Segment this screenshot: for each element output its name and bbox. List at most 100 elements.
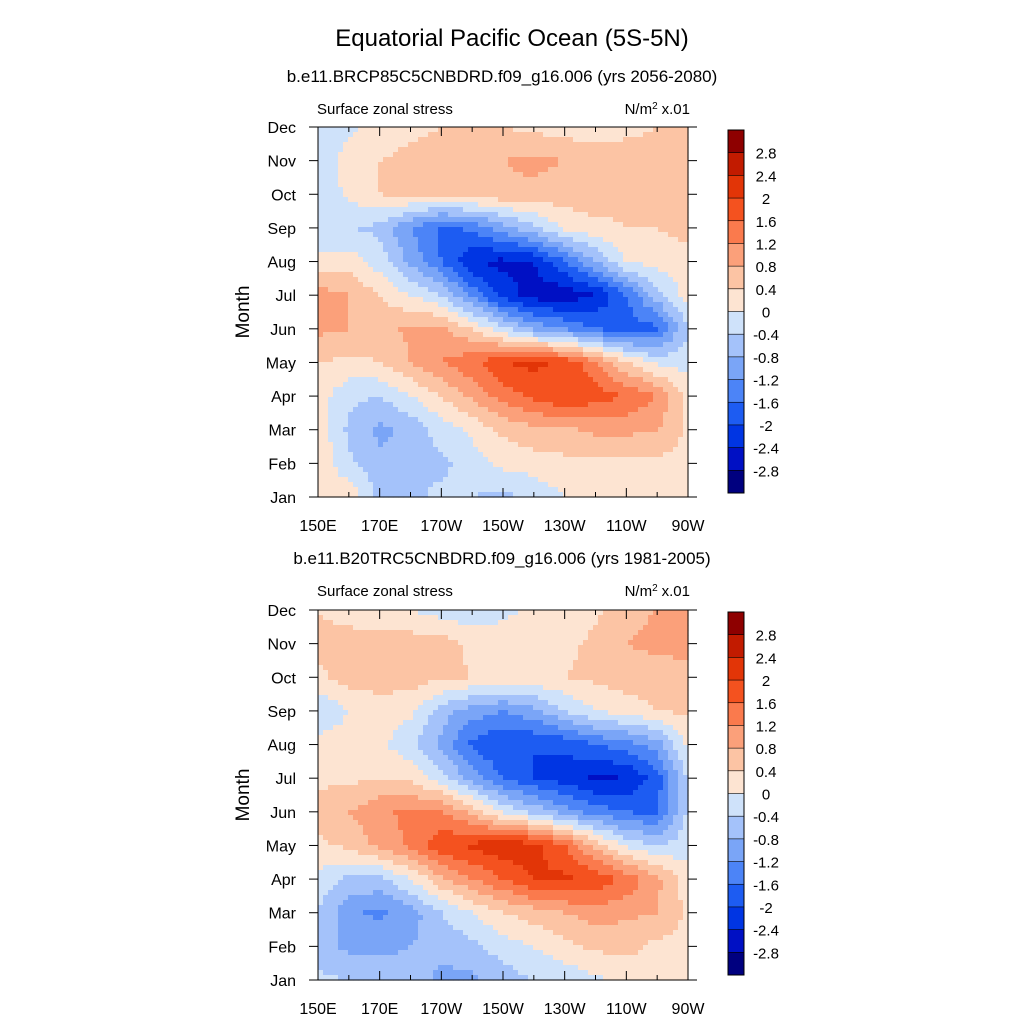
contour-cell [598, 247, 604, 253]
contour-cell [508, 442, 514, 448]
contour-cell [573, 252, 579, 258]
contour-cell [653, 272, 659, 278]
contour-cell [518, 432, 524, 438]
contour-cell [368, 392, 374, 398]
contour-cell [503, 327, 509, 333]
contour-cell [338, 197, 344, 203]
contour-cell [643, 142, 649, 148]
contour-cell [598, 402, 604, 408]
contour-cell [403, 222, 409, 228]
contour-cell [423, 392, 429, 398]
contour-cell [603, 402, 609, 408]
contour-cell [348, 237, 354, 243]
contour-cell [378, 372, 384, 378]
contour-cell [378, 232, 384, 238]
contour-cell [568, 222, 574, 228]
contour-cell [683, 377, 689, 383]
contour-cell [403, 307, 409, 313]
contour-cell [573, 287, 579, 293]
contour-cell [433, 437, 439, 443]
contour-cell [358, 167, 364, 173]
contour-cell [503, 207, 509, 213]
contour-cell [613, 197, 619, 203]
contour-cell [363, 277, 369, 283]
contour-cell [458, 177, 464, 183]
contour-cell [623, 147, 629, 153]
contour-cell [513, 382, 519, 388]
contour-cell [348, 242, 354, 248]
contour-cell [658, 287, 664, 293]
contour-cell [508, 177, 514, 183]
contour-cell [368, 227, 374, 233]
contour-cell [383, 162, 389, 168]
contour-cell [378, 442, 384, 448]
contour-cell [483, 247, 489, 253]
contour-cell [328, 322, 334, 328]
contour-cell [608, 142, 614, 148]
contour-cell [683, 192, 689, 198]
contour-cell [673, 177, 679, 183]
contour-cell [608, 432, 614, 438]
contour-cell [498, 392, 504, 398]
contour-cell [478, 322, 484, 328]
contour-cell [483, 377, 489, 383]
contour-cell [468, 232, 474, 238]
contour-cell [368, 282, 374, 288]
contour-cell [383, 157, 389, 163]
contour-cell [428, 242, 434, 248]
contour-cell [653, 442, 659, 448]
contour-cell [468, 297, 474, 303]
contour-cell [658, 212, 664, 218]
contour-cell [388, 147, 394, 153]
contour-cell [448, 397, 454, 403]
contour-cell [473, 452, 479, 458]
contour-cell [538, 257, 544, 263]
contour-cell [488, 132, 494, 138]
contour-cell [333, 267, 339, 273]
contour-cell [468, 187, 474, 193]
contour-cell [413, 462, 419, 468]
contour-cell [453, 432, 459, 438]
contour-cell [418, 132, 424, 138]
contour-cell [483, 432, 489, 438]
contour-cell [448, 192, 454, 198]
contour-cell [473, 347, 479, 353]
contour-cell [453, 147, 459, 153]
contour-cell [573, 267, 579, 273]
contour-cell [423, 242, 429, 248]
contour-cell [553, 197, 559, 203]
contour-cell [398, 447, 404, 453]
contour-cell [683, 327, 689, 333]
contour-cell [458, 247, 464, 253]
contour-cell [558, 192, 564, 198]
contour-cell [518, 252, 524, 258]
contour-cell [558, 412, 564, 418]
contour-cell [553, 192, 559, 198]
contour-cell [358, 237, 364, 243]
contour-cell [638, 327, 644, 333]
contour-cell [378, 192, 384, 198]
contour-cell [403, 182, 409, 188]
contour-cell [593, 187, 599, 193]
contour-cell [378, 177, 384, 183]
contour-cell [503, 257, 509, 263]
contour-cell [578, 367, 584, 373]
contour-cell [368, 407, 374, 413]
contour-cell [503, 337, 509, 343]
contour-cell [393, 447, 399, 453]
contour-cell [358, 352, 364, 358]
contour-cell [588, 297, 594, 303]
contour-cell [383, 407, 389, 413]
contour-cell [353, 342, 359, 348]
contour-cell [523, 292, 529, 298]
contour-cell [668, 232, 674, 238]
contour-cell [503, 447, 509, 453]
contour-cell [383, 367, 389, 373]
contour-cell [648, 322, 654, 328]
contour-cell [403, 187, 409, 193]
contour-cell [478, 157, 484, 163]
contour-cell [653, 197, 659, 203]
contour-cell [348, 282, 354, 288]
contour-cell [678, 142, 684, 148]
contour-cell [438, 427, 444, 433]
